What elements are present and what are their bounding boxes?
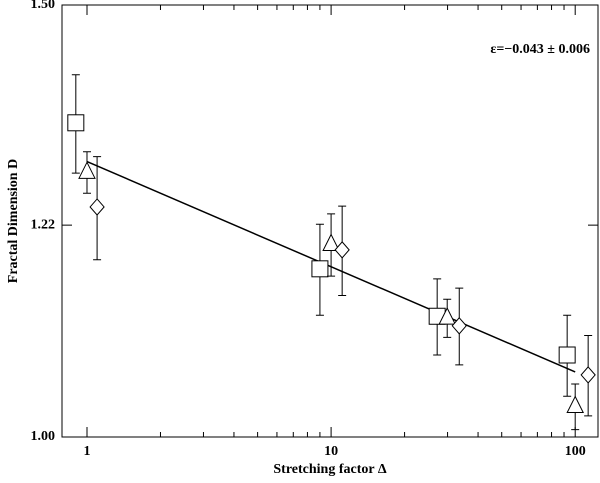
y-tick-label: 1.50 xyxy=(31,0,56,12)
annotation: ε=−0.043 ± 0.006 xyxy=(490,42,590,57)
plot-frame xyxy=(61,4,599,438)
marker-triangle xyxy=(566,395,585,414)
x-axis-label: Stretching factor Δ xyxy=(273,462,386,477)
marker-triangle xyxy=(78,161,96,179)
y-tick-label: 1.22 xyxy=(31,217,56,232)
x-tick-label: 100 xyxy=(565,444,586,459)
marker-square xyxy=(67,114,85,132)
y-axis-label: Fractal Dimension D xyxy=(6,159,21,283)
marker-diamond xyxy=(580,366,596,384)
marker-square xyxy=(558,346,576,364)
x-tick-label: 1 xyxy=(83,444,90,459)
y-tick-label: 1.00 xyxy=(31,429,56,444)
marker-diamond xyxy=(451,317,467,335)
x-tick-label: 10 xyxy=(324,444,338,459)
marker-square xyxy=(311,260,329,278)
marker-triangle xyxy=(322,233,340,252)
marker-triangle xyxy=(438,307,457,325)
marker-diamond xyxy=(89,198,105,216)
marker-diamond xyxy=(334,241,350,259)
